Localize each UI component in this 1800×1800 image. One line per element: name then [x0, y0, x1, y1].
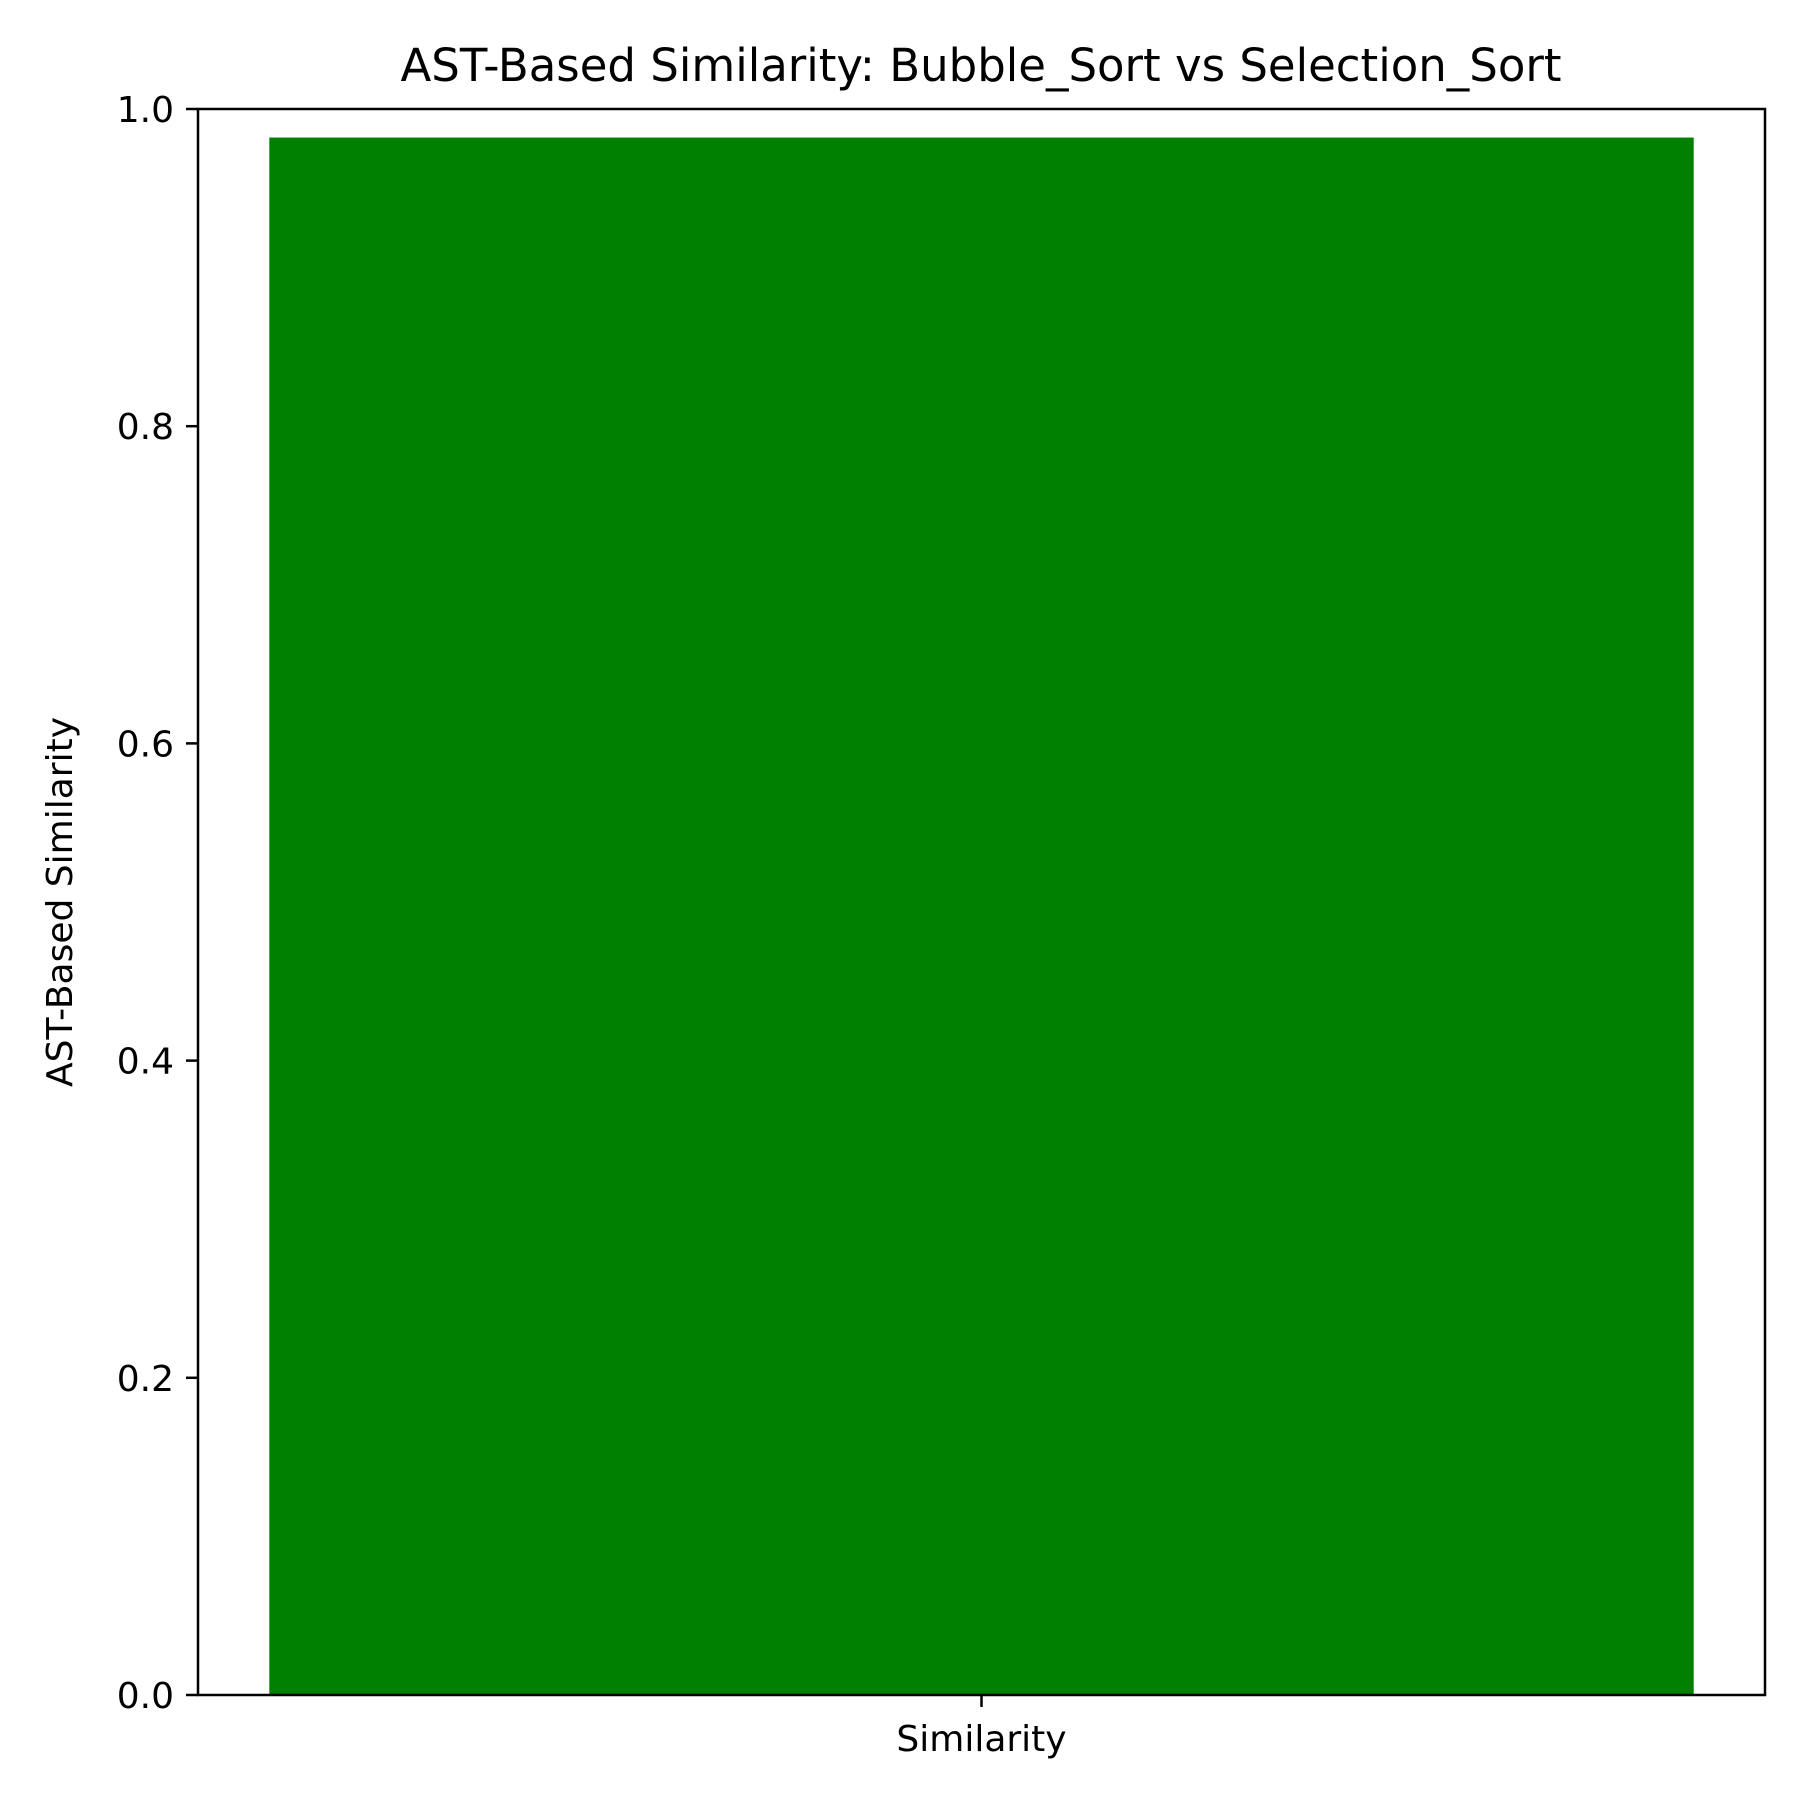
y-axis: 0.0 0.2 0.4 0.6 0.8 1.0 — [117, 90, 198, 1717]
bar-similarity — [269, 137, 1694, 1696]
chart-title: AST-Based Similarity: Bubble_Sort vs Sel… — [401, 39, 1562, 92]
x-axis: Similarity — [896, 1695, 1067, 1760]
plot-area — [269, 137, 1694, 1696]
y-tick-label: 0.8 — [117, 407, 174, 448]
y-tick-label: 0.2 — [117, 1359, 174, 1400]
y-axis-label: AST-Based Similarity — [40, 717, 81, 1087]
x-tick-label: Similarity — [896, 1719, 1066, 1760]
y-tick-label: 1.0 — [117, 90, 174, 131]
y-tick-label: 0.6 — [117, 724, 174, 765]
y-tick-label: 0.4 — [117, 1042, 174, 1083]
y-tick-label: 0.0 — [117, 1676, 174, 1717]
